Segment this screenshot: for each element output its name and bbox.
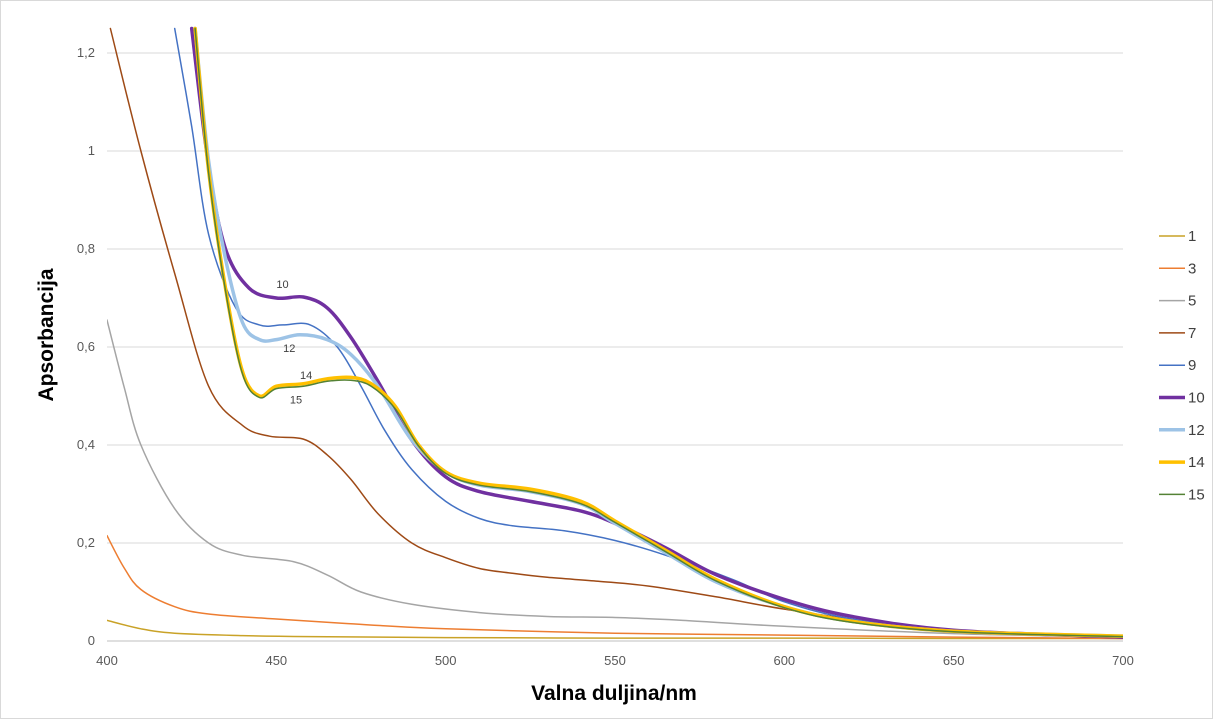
legend: 1 3 5 7 9 10 12 14 15	[1159, 228, 1205, 503]
legend-label-5: 5	[1188, 293, 1196, 310]
x-tick-label: 650	[943, 653, 965, 668]
legend-label-15: 15	[1188, 486, 1205, 503]
series-line-10	[189, 26, 1123, 639]
series-line-7	[109, 27, 1123, 639]
curve-annotation: 14	[300, 370, 312, 382]
series-line-3	[107, 534, 1123, 640]
gridlines	[107, 52, 1123, 642]
x-axis-title: Valna duljina/nm	[531, 682, 697, 705]
legend-label-9: 9	[1188, 357, 1196, 374]
x-tick-label: 500	[435, 653, 457, 668]
y-tick-label: 1,2	[77, 45, 95, 60]
legend-label-1: 1	[1188, 228, 1196, 245]
legend-label-14: 14	[1188, 454, 1205, 471]
series-line-15	[194, 27, 1123, 638]
series-lines	[107, 26, 1123, 640]
curve-annotation: 10	[276, 279, 288, 291]
x-tick-label: 550	[604, 653, 626, 668]
x-tick-labels: 400 450 500 550 600 650 700	[96, 653, 1134, 668]
curve-annotations: 10 12 14 15	[276, 279, 312, 406]
x-tick-label: 450	[265, 653, 287, 668]
y-tick-label: 0	[88, 633, 95, 648]
x-tick-label: 400	[96, 653, 118, 668]
series-line-5	[107, 319, 1123, 638]
series-line-9	[173, 27, 1123, 638]
y-tick-label: 0,6	[77, 339, 95, 354]
y-tick-label: 0,8	[77, 241, 95, 256]
legend-label-3: 3	[1188, 260, 1196, 277]
y-tick-labels: 0 0,2 0,4 0,6 0,8 1 1,2	[77, 45, 95, 648]
y-axis-title: Apsorbancija	[35, 268, 58, 401]
legend-label-12: 12	[1188, 422, 1205, 439]
curve-annotation: 15	[290, 394, 302, 406]
x-tick-label: 600	[773, 653, 795, 668]
x-tick-label: 700	[1112, 653, 1134, 668]
series-line-1	[107, 619, 1123, 640]
legend-label-10: 10	[1188, 390, 1205, 407]
y-tick-label: 0,2	[77, 535, 95, 550]
series-line-14	[193, 26, 1123, 638]
y-tick-label: 0,4	[77, 437, 95, 452]
curve-annotation: 12	[283, 343, 295, 355]
y-tick-label: 1	[88, 143, 95, 158]
legend-label-7: 7	[1188, 325, 1196, 342]
